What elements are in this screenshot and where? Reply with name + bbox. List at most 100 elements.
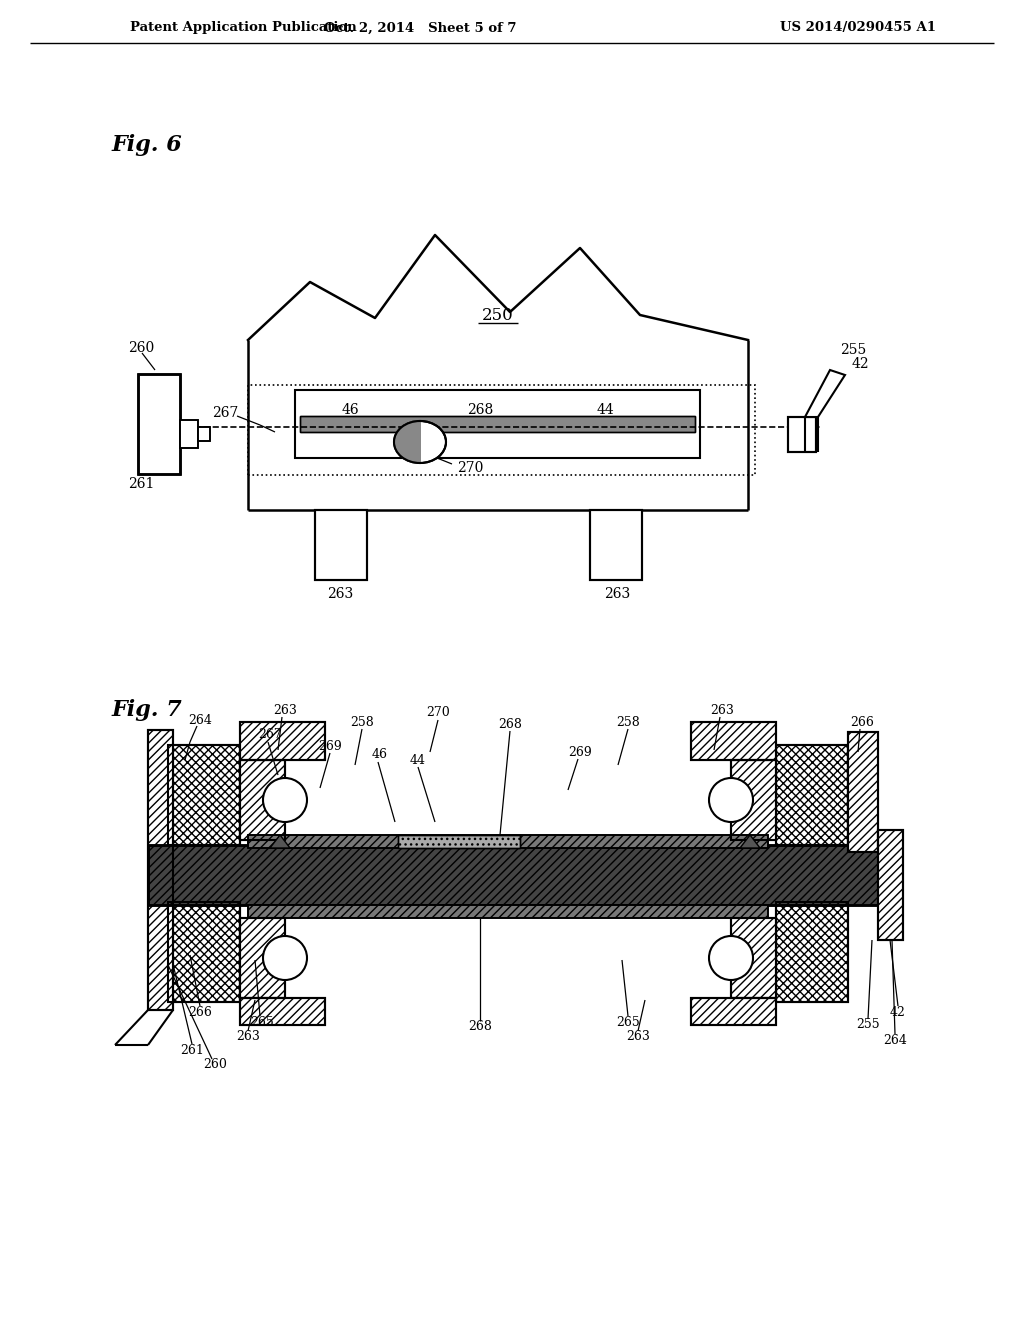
- Bar: [731, 760, 776, 840]
- Text: 268: 268: [468, 1020, 492, 1034]
- Bar: [138, 374, 180, 474]
- Text: 265: 265: [616, 1015, 640, 1028]
- Bar: [248, 385, 755, 475]
- Text: 42: 42: [852, 356, 869, 371]
- Text: Oct. 2, 2014   Sheet 5 of 7: Oct. 2, 2014 Sheet 5 of 7: [324, 21, 516, 34]
- Text: US 2014/0290455 A1: US 2014/0290455 A1: [780, 21, 936, 34]
- Text: 266: 266: [188, 1006, 212, 1019]
- Text: 263: 263: [273, 704, 297, 717]
- Bar: [398, 836, 520, 847]
- Text: 267: 267: [212, 407, 239, 420]
- Bar: [168, 902, 240, 1002]
- Bar: [240, 917, 285, 998]
- Text: Fig. 6: Fig. 6: [112, 135, 182, 156]
- Text: 263: 263: [237, 1031, 260, 1044]
- Bar: [731, 917, 776, 998]
- Bar: [315, 510, 367, 579]
- Text: 255: 255: [856, 1019, 880, 1031]
- Text: 255: 255: [840, 343, 866, 356]
- Bar: [691, 722, 776, 760]
- Bar: [240, 722, 325, 760]
- Text: 46: 46: [372, 748, 388, 762]
- Bar: [240, 998, 325, 1026]
- Bar: [148, 845, 888, 906]
- Bar: [248, 836, 768, 847]
- Bar: [198, 426, 210, 441]
- Bar: [295, 389, 700, 458]
- Text: 268: 268: [467, 403, 494, 417]
- Bar: [776, 744, 848, 845]
- Text: 263: 263: [327, 587, 353, 601]
- Polygon shape: [805, 370, 845, 417]
- Bar: [148, 845, 888, 906]
- Bar: [240, 760, 285, 840]
- Circle shape: [709, 936, 753, 979]
- Polygon shape: [270, 836, 290, 847]
- Ellipse shape: [394, 421, 446, 463]
- Bar: [240, 760, 285, 840]
- Text: 42: 42: [890, 1006, 906, 1019]
- Bar: [691, 998, 776, 1026]
- Text: 263: 263: [604, 587, 630, 601]
- Bar: [776, 744, 848, 845]
- Bar: [315, 510, 367, 579]
- Bar: [731, 760, 776, 840]
- Bar: [398, 836, 520, 847]
- Text: 44: 44: [596, 403, 613, 417]
- Bar: [240, 722, 325, 760]
- Polygon shape: [394, 421, 420, 463]
- Bar: [248, 906, 768, 917]
- Text: 261: 261: [180, 1044, 204, 1056]
- Bar: [848, 733, 878, 851]
- Text: 268: 268: [498, 718, 522, 730]
- Bar: [691, 998, 776, 1026]
- Bar: [788, 417, 816, 451]
- Bar: [168, 902, 240, 1002]
- Text: 264: 264: [883, 1034, 907, 1047]
- Bar: [590, 510, 642, 579]
- Bar: [776, 902, 848, 1002]
- Text: 265: 265: [250, 1015, 273, 1028]
- Text: 269: 269: [318, 739, 342, 752]
- Text: 263: 263: [710, 704, 734, 717]
- Text: 264: 264: [188, 714, 212, 726]
- Bar: [168, 744, 240, 845]
- Text: 258: 258: [350, 715, 374, 729]
- Bar: [300, 416, 695, 432]
- Bar: [248, 906, 768, 917]
- Text: 44: 44: [410, 754, 426, 767]
- Text: 263: 263: [626, 1031, 650, 1044]
- Text: 258: 258: [616, 715, 640, 729]
- Bar: [198, 426, 210, 441]
- Bar: [168, 744, 240, 845]
- Circle shape: [709, 777, 753, 822]
- Text: 270: 270: [426, 706, 450, 719]
- Bar: [788, 417, 816, 451]
- Bar: [148, 730, 173, 1010]
- Bar: [138, 374, 180, 474]
- Bar: [878, 830, 903, 940]
- Bar: [776, 902, 848, 1002]
- Text: Patent Application Publication: Patent Application Publication: [130, 21, 356, 34]
- Text: Fig. 7: Fig. 7: [112, 700, 182, 721]
- Bar: [590, 510, 642, 579]
- Text: 269: 269: [568, 746, 592, 759]
- Bar: [878, 830, 903, 940]
- Circle shape: [263, 936, 307, 979]
- Bar: [848, 733, 878, 851]
- Text: 267: 267: [258, 729, 282, 742]
- Text: 46: 46: [341, 403, 358, 417]
- Circle shape: [263, 777, 307, 822]
- Bar: [731, 917, 776, 998]
- Polygon shape: [740, 836, 760, 847]
- Bar: [148, 730, 173, 1010]
- Bar: [180, 420, 198, 447]
- Text: 261: 261: [128, 477, 155, 491]
- Bar: [240, 917, 285, 998]
- Text: 266: 266: [850, 715, 873, 729]
- Bar: [240, 998, 325, 1026]
- Text: 270: 270: [457, 461, 483, 475]
- Bar: [180, 420, 198, 447]
- Text: 250: 250: [482, 306, 514, 323]
- Bar: [691, 722, 776, 760]
